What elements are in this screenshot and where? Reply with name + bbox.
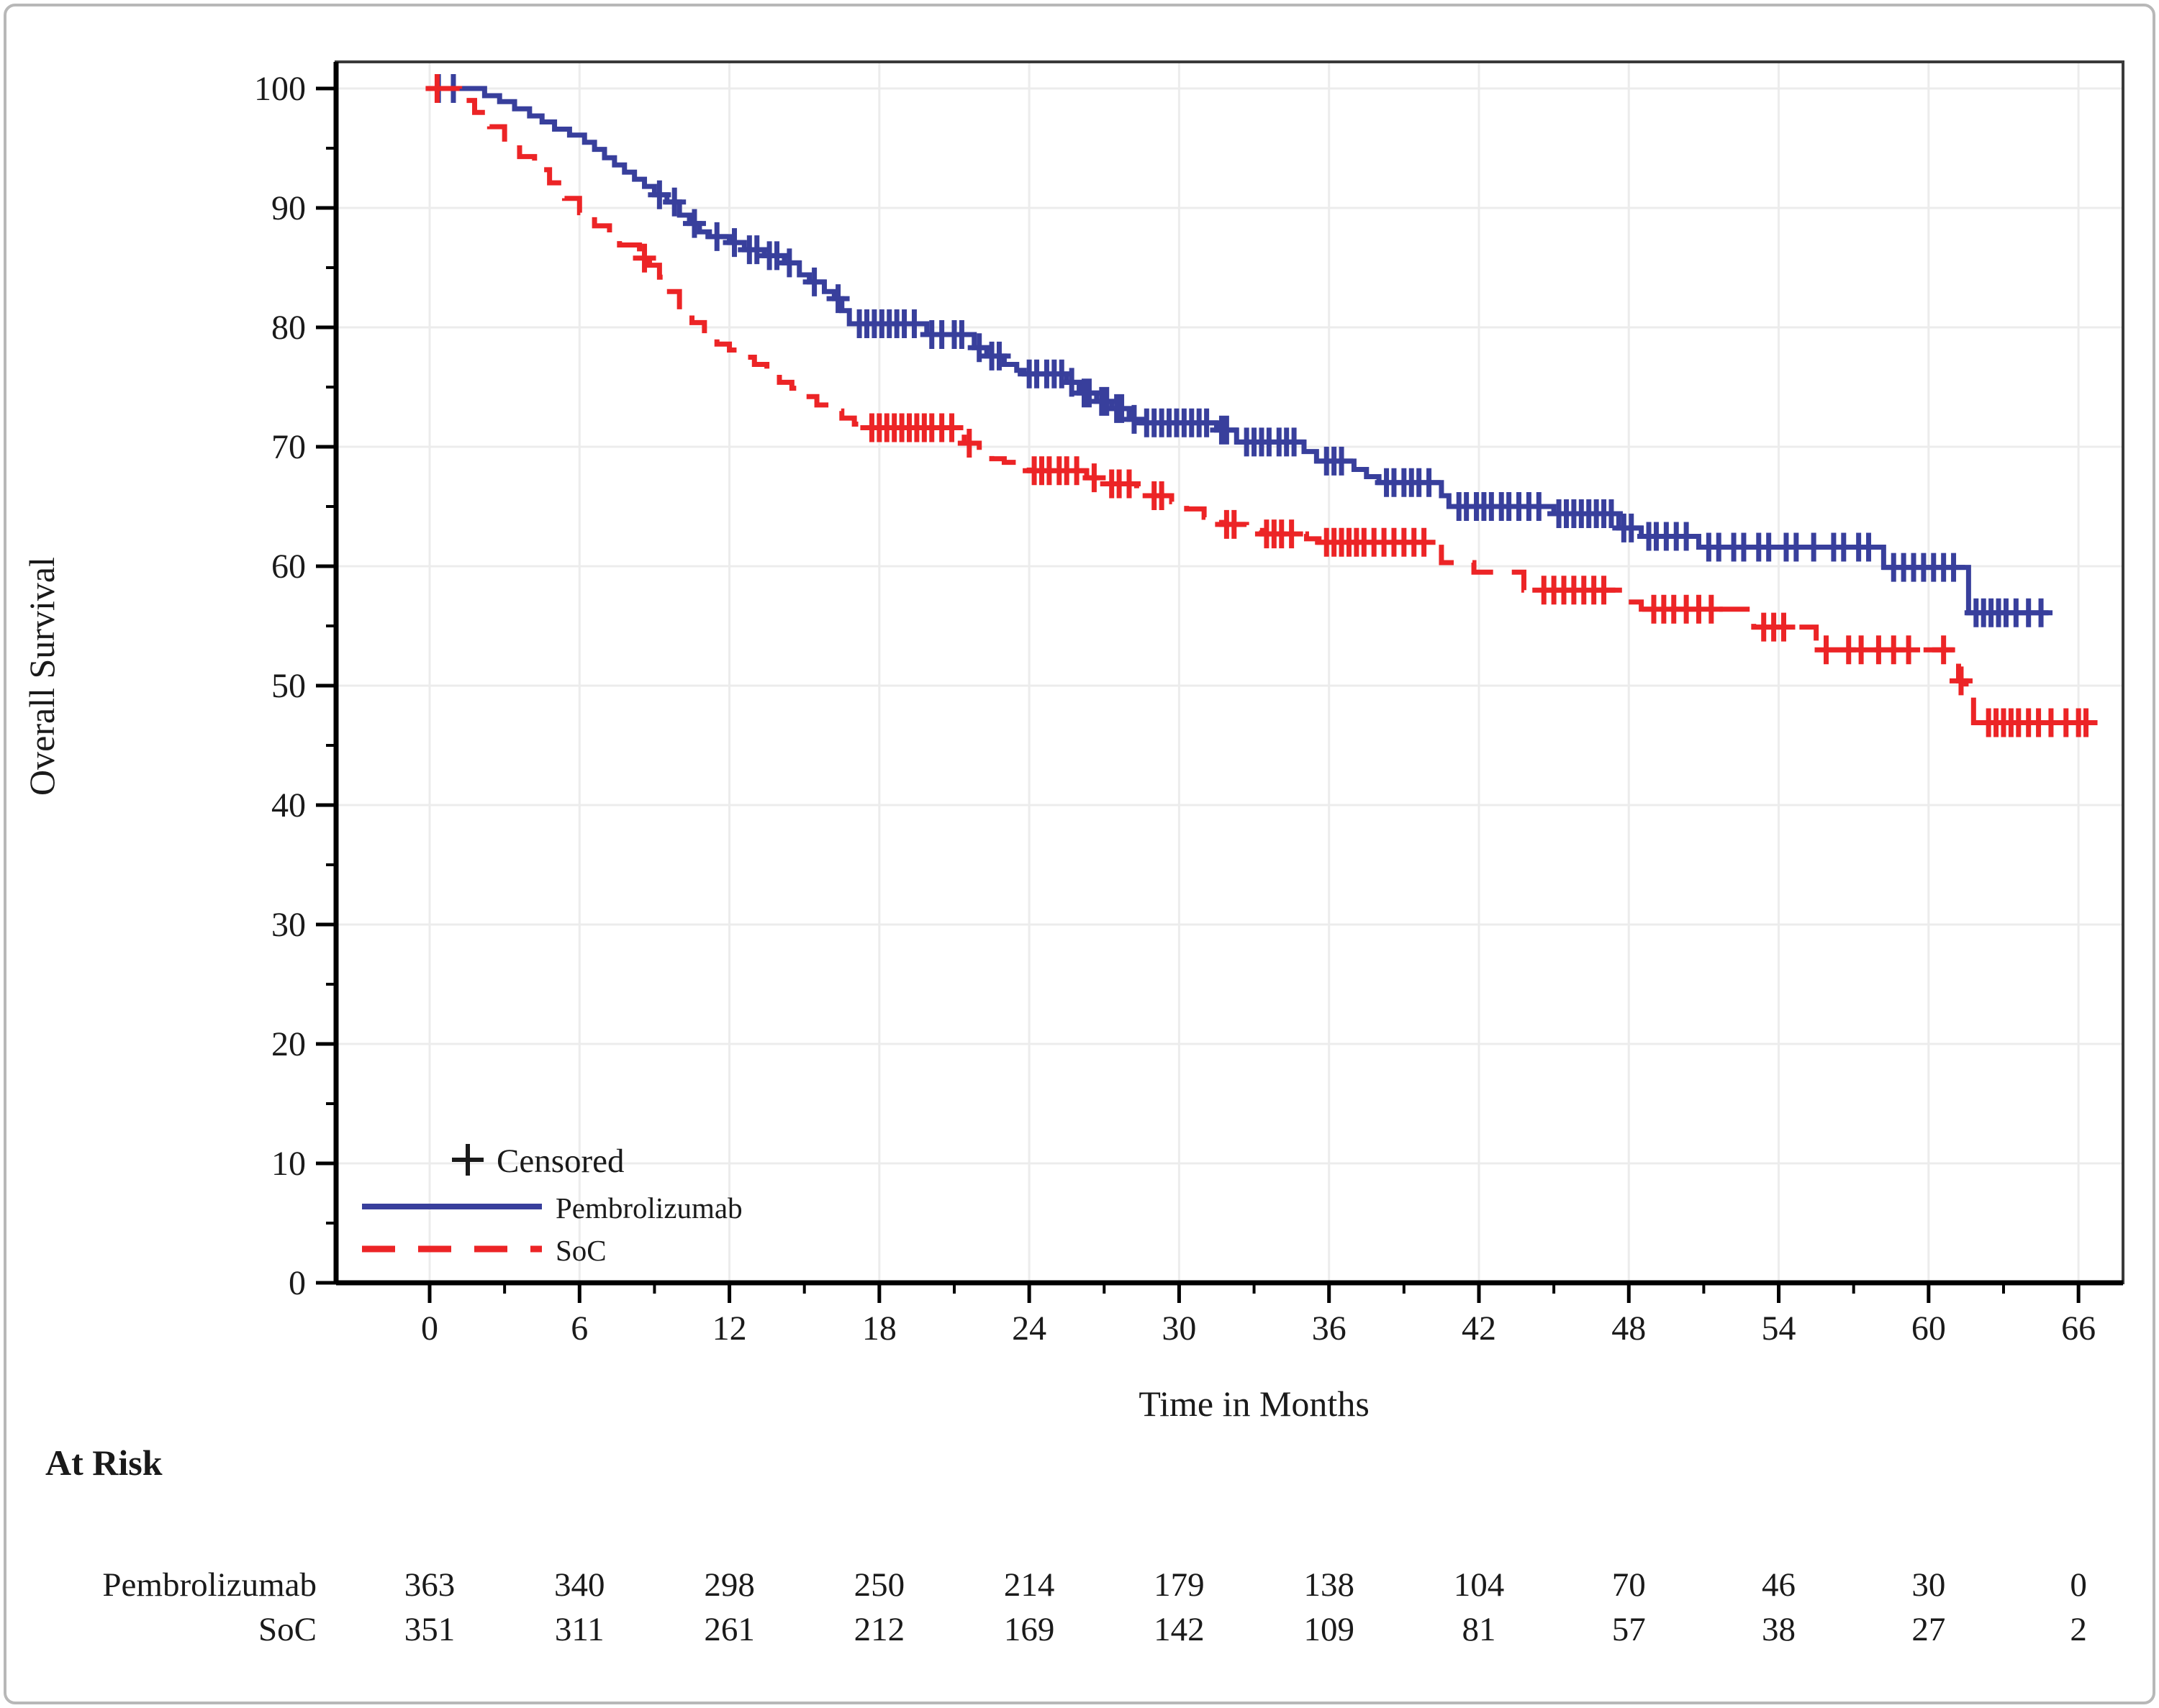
at-risk-count: 81: [1462, 1611, 1495, 1648]
x-tick-label: 42: [1462, 1309, 1496, 1348]
at-risk-count: 2: [2070, 1611, 2087, 1648]
at-risk-count: 212: [854, 1611, 905, 1648]
at-risk-row-label: Pembrolizumab: [102, 1566, 317, 1604]
at-risk-count: 27: [1911, 1611, 1945, 1648]
at-risk-count: 250: [854, 1566, 905, 1604]
image-border: [4, 4, 2155, 1704]
x-tick-label: 6: [571, 1309, 588, 1348]
at-risk-row-label: SoC: [258, 1611, 317, 1648]
soc-censor-marks: [425, 74, 2098, 737]
at-risk-count: 0: [2070, 1566, 2087, 1604]
y-tick-label: 30: [271, 906, 306, 944]
at-risk-count: 142: [1154, 1611, 1205, 1648]
at-risk-count: 311: [555, 1611, 605, 1648]
plot-frame: [335, 60, 2124, 1284]
x-tick-label: 54: [1762, 1309, 1796, 1348]
at-risk-count: 351: [404, 1611, 456, 1648]
y-tick-label: 100: [254, 70, 306, 108]
x-tick-label: 36: [1312, 1309, 1346, 1348]
at-risk-count: 298: [704, 1566, 755, 1604]
at-risk-title: At Risk: [45, 1443, 163, 1483]
at-risk-count: 104: [1454, 1566, 1505, 1604]
y-tick-label: 90: [271, 189, 306, 227]
legend-censored-label: Censored: [497, 1143, 625, 1180]
y-tick-label: 10: [271, 1145, 306, 1183]
legend-soc-label: SoC: [556, 1234, 607, 1267]
at-risk-count: 38: [1762, 1611, 1796, 1648]
y-tick-label: 70: [271, 428, 306, 466]
pembrolizumab-censor-marks: [427, 74, 2053, 627]
y-tick-label: 80: [271, 309, 306, 347]
x-tick-label: 60: [1911, 1309, 1946, 1348]
at-risk-count: 109: [1303, 1611, 1354, 1648]
y-tick-label: 0: [289, 1264, 306, 1302]
at-risk-count: 57: [1612, 1611, 1646, 1648]
at-risk-count: 214: [1004, 1566, 1055, 1604]
censored-plus-icon: [452, 1144, 484, 1176]
at-risk-count: 30: [1911, 1566, 1945, 1604]
at-risk-count: 169: [1004, 1611, 1055, 1648]
at-risk-count: 340: [554, 1566, 605, 1604]
x-tick-label: 48: [1611, 1309, 1646, 1348]
at-risk-count: 261: [704, 1611, 755, 1648]
y-tick-label: 20: [271, 1025, 306, 1063]
y-tick-label: 50: [271, 667, 306, 705]
x-tick-label: 18: [862, 1309, 897, 1348]
at-risk-count: 138: [1303, 1566, 1354, 1604]
soc-curve: [430, 86, 2089, 725]
y-tick-label: 40: [271, 786, 306, 825]
legend-pembrolizumab-label: Pembrolizumab: [556, 1191, 743, 1225]
x-axis-title: Time in Months: [1139, 1384, 1369, 1424]
x-tick-label: 66: [2061, 1309, 2096, 1348]
at-risk-count: 179: [1154, 1566, 1205, 1604]
at-risk-count: 363: [404, 1566, 456, 1604]
x-tick-label: 30: [1162, 1309, 1196, 1348]
x-tick-label: 0: [421, 1309, 438, 1348]
y-tick-label: 60: [271, 548, 306, 586]
pembrolizumab-curve: [430, 86, 2049, 616]
at-risk-count: 46: [1762, 1566, 1796, 1604]
at-risk-count: 70: [1612, 1566, 1646, 1604]
x-tick-label: 24: [1012, 1309, 1046, 1348]
y-axis-title: Overall Survival: [22, 557, 62, 796]
x-tick-label: 12: [712, 1309, 747, 1348]
